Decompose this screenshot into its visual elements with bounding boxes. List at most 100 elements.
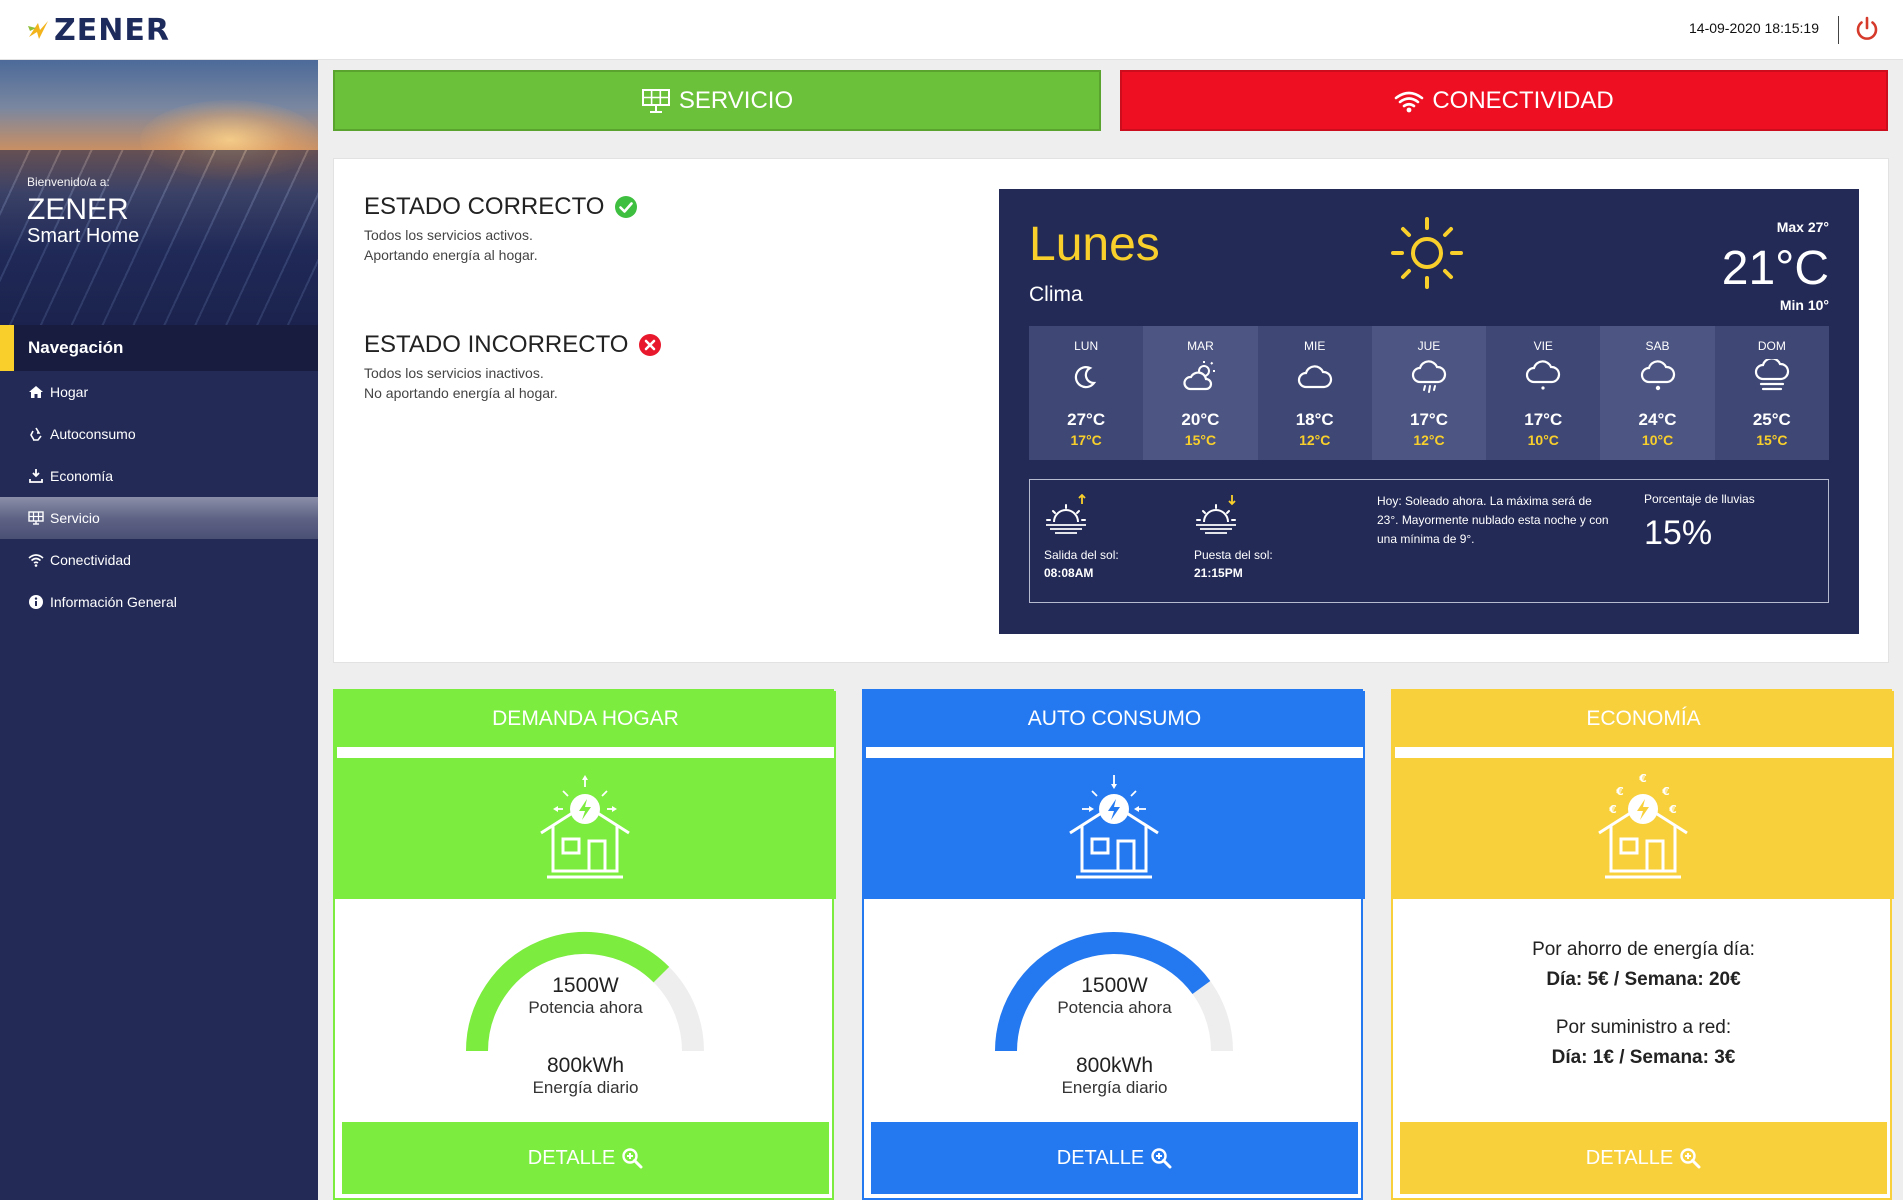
header-divider xyxy=(1838,16,1839,44)
forecast-day-name: SAB xyxy=(1645,339,1670,353)
sidebar-item-label: Servicio xyxy=(50,510,100,526)
suministro-label: Por suministro a red: xyxy=(1555,1017,1732,1038)
energy-label: Energía diario xyxy=(532,1078,639,1097)
weather-description: Hoy: Soleado ahora. La máxima será de 23… xyxy=(1377,494,1609,546)
estado-correcto-title-row: ESTADO CORRECTO xyxy=(364,193,638,221)
sidebar-item-conectividad[interactable]: Conectividad xyxy=(0,539,318,581)
weather-max: Max 27° xyxy=(1776,219,1829,235)
energy-value: 800kWh xyxy=(546,1054,625,1077)
fog-icon xyxy=(1754,357,1789,391)
servicio-status-button[interactable]: SERVICIO xyxy=(333,70,1101,131)
sidebar-hero-image: Bienvenido/a a: ZENER Smart Home xyxy=(0,60,318,325)
weather-temp: 21°C xyxy=(1721,242,1829,295)
detalle-button[interactable]: DETALLE xyxy=(871,1122,1358,1194)
svg-text:€: € xyxy=(1638,772,1647,785)
forecast-low: 12°C xyxy=(1299,432,1331,448)
card-header: DEMANDA HOGAR xyxy=(335,691,836,899)
sunrise-label: Salida del sol: xyxy=(1044,548,1119,562)
nav-list: Hogar Autoconsumo Economía Servicio Cone… xyxy=(0,371,318,623)
forecast-low: 15°C xyxy=(1184,432,1217,448)
forecast-high: 20°C xyxy=(1181,410,1220,429)
estado-correcto-line2: Aportando energía al hogar. xyxy=(364,247,538,263)
sidebar-item-economia[interactable]: Economía xyxy=(0,455,318,497)
sunrise-time: 08:08AM xyxy=(1044,566,1094,580)
forecast-low: 12°C xyxy=(1413,432,1445,448)
error-circle-icon xyxy=(639,334,662,356)
energy-value: 800kWh xyxy=(1075,1054,1154,1077)
nav-header-label: Navegación xyxy=(28,338,124,357)
rain-icon xyxy=(1411,360,1447,393)
solar-panel-icon xyxy=(28,511,44,525)
wifi-icon xyxy=(28,554,44,567)
auto-consumo-card: AUTO CONSUMO 1500W Potencia ahora 800kWh… xyxy=(862,689,1365,1200)
moon-icon xyxy=(1074,366,1097,389)
showers-icon xyxy=(1640,360,1675,391)
detalle-button[interactable]: DETALLE xyxy=(342,1122,829,1194)
forecast-high: 24°C xyxy=(1638,410,1677,429)
sidebar-item-autoconsumo[interactable]: Autoconsumo xyxy=(0,413,318,455)
card-title: ECONOMÍA xyxy=(1586,707,1701,730)
house-energy-icon xyxy=(540,775,630,879)
sidebar-item-informacion[interactable]: Información General xyxy=(0,581,318,623)
wifi-icon xyxy=(1395,91,1424,112)
hero-solar-panels xyxy=(0,150,318,325)
detalle-button[interactable]: DETALLE xyxy=(1400,1122,1887,1194)
svg-text:€: € xyxy=(1668,803,1677,816)
sidebar-item-servicio[interactable]: Servicio xyxy=(0,497,318,539)
forecast-day: MIE 18°C 12°C xyxy=(1257,326,1372,460)
zoom-in-icon xyxy=(1680,1148,1701,1169)
forecast-high: 18°C xyxy=(1295,410,1334,429)
forecast-day: JUE 17°C 12°C xyxy=(1371,326,1487,460)
home-icon xyxy=(29,386,43,398)
zener-logo[interactable]: ZENER xyxy=(26,12,170,48)
forecast-low: 10°C xyxy=(1641,432,1674,448)
forecast-day: LUN 27°C 17°C xyxy=(1029,326,1144,460)
nav-header-accent xyxy=(0,325,14,371)
sunset-label: Puesta del sol: xyxy=(1194,548,1273,562)
forecast-day: DOM 25°C 15°C xyxy=(1714,326,1829,460)
servicio-label: SERVICIO xyxy=(678,86,794,114)
weather-min: Min 10° xyxy=(1779,297,1829,313)
svg-text:€: € xyxy=(1661,785,1670,798)
gauge-fill xyxy=(995,932,1211,1051)
forecast-day-name: JUE xyxy=(1417,339,1441,353)
partly-cloudy-icon xyxy=(1183,361,1216,391)
power-gauge xyxy=(466,932,704,1051)
detalle-label: DETALLE xyxy=(1585,1146,1674,1169)
solar-panel-icon xyxy=(641,88,670,113)
power-label: Potencia ahora xyxy=(1057,998,1172,1017)
sidebar-item-label: Información General xyxy=(50,594,177,610)
forecast-day-name: MIE xyxy=(1304,339,1326,353)
logo-text: ZENER xyxy=(54,12,170,48)
ahorro-values: Día: 5€ / Semana: 20€ xyxy=(1546,969,1741,990)
demanda-hogar-card: DEMANDA HOGAR 1500W Potencia ahora 800kW… xyxy=(333,689,836,1200)
zoom-in-icon xyxy=(1151,1148,1172,1169)
weather-card: Lunes Clima Max 27° 21°C Min 10° LUN 27°… xyxy=(999,189,1859,634)
rain-label: Porcentaje de lluvias xyxy=(1644,492,1755,506)
forecast-low: 10°C xyxy=(1527,432,1559,448)
house-euro-icon: € € € € € xyxy=(1598,772,1688,879)
sidebar-item-hogar[interactable]: Hogar xyxy=(0,371,318,413)
estado-incorrecto-title: ESTADO INCORRECTO xyxy=(364,331,629,358)
forecast-day: MAR 20°C 15°C xyxy=(1143,326,1258,460)
estado-incorrecto: ESTADO INCORRECTO Todos los servicios in… xyxy=(364,331,662,401)
card-stripe xyxy=(1395,747,1892,758)
energy-label: Energía diario xyxy=(1061,1078,1168,1097)
welcome-text: Bienvenido/a a: xyxy=(27,175,110,189)
conectividad-status-button[interactable]: CONECTIVIDAD xyxy=(1120,70,1888,131)
estado-incorrecto-title-row: ESTADO INCORRECTO xyxy=(364,331,662,359)
gauge-fill xyxy=(466,932,670,1051)
recycle-icon xyxy=(30,427,42,441)
drizzle-icon xyxy=(1526,360,1561,390)
detalle-label: DETALLE xyxy=(527,1146,616,1169)
card-header: AUTO CONSUMO xyxy=(864,691,1365,899)
card-title: DEMANDA HOGAR xyxy=(492,707,679,730)
sidebar: Bienvenido/a a: ZENER Smart Home Navegac… xyxy=(0,60,318,1200)
sun-info-box: Salida del sol: 08:08AM Puesta del sol: … xyxy=(1029,479,1829,603)
weather-label: Clima xyxy=(1029,283,1083,306)
power-icon[interactable] xyxy=(1853,15,1881,43)
estado-correcto: ESTADO CORRECTO Todos los servicios acti… xyxy=(364,193,638,263)
svg-text:€: € xyxy=(1615,785,1624,798)
status-panel: ESTADO CORRECTO Todos los servicios acti… xyxy=(333,158,1889,663)
cloud-icon xyxy=(1297,365,1332,389)
